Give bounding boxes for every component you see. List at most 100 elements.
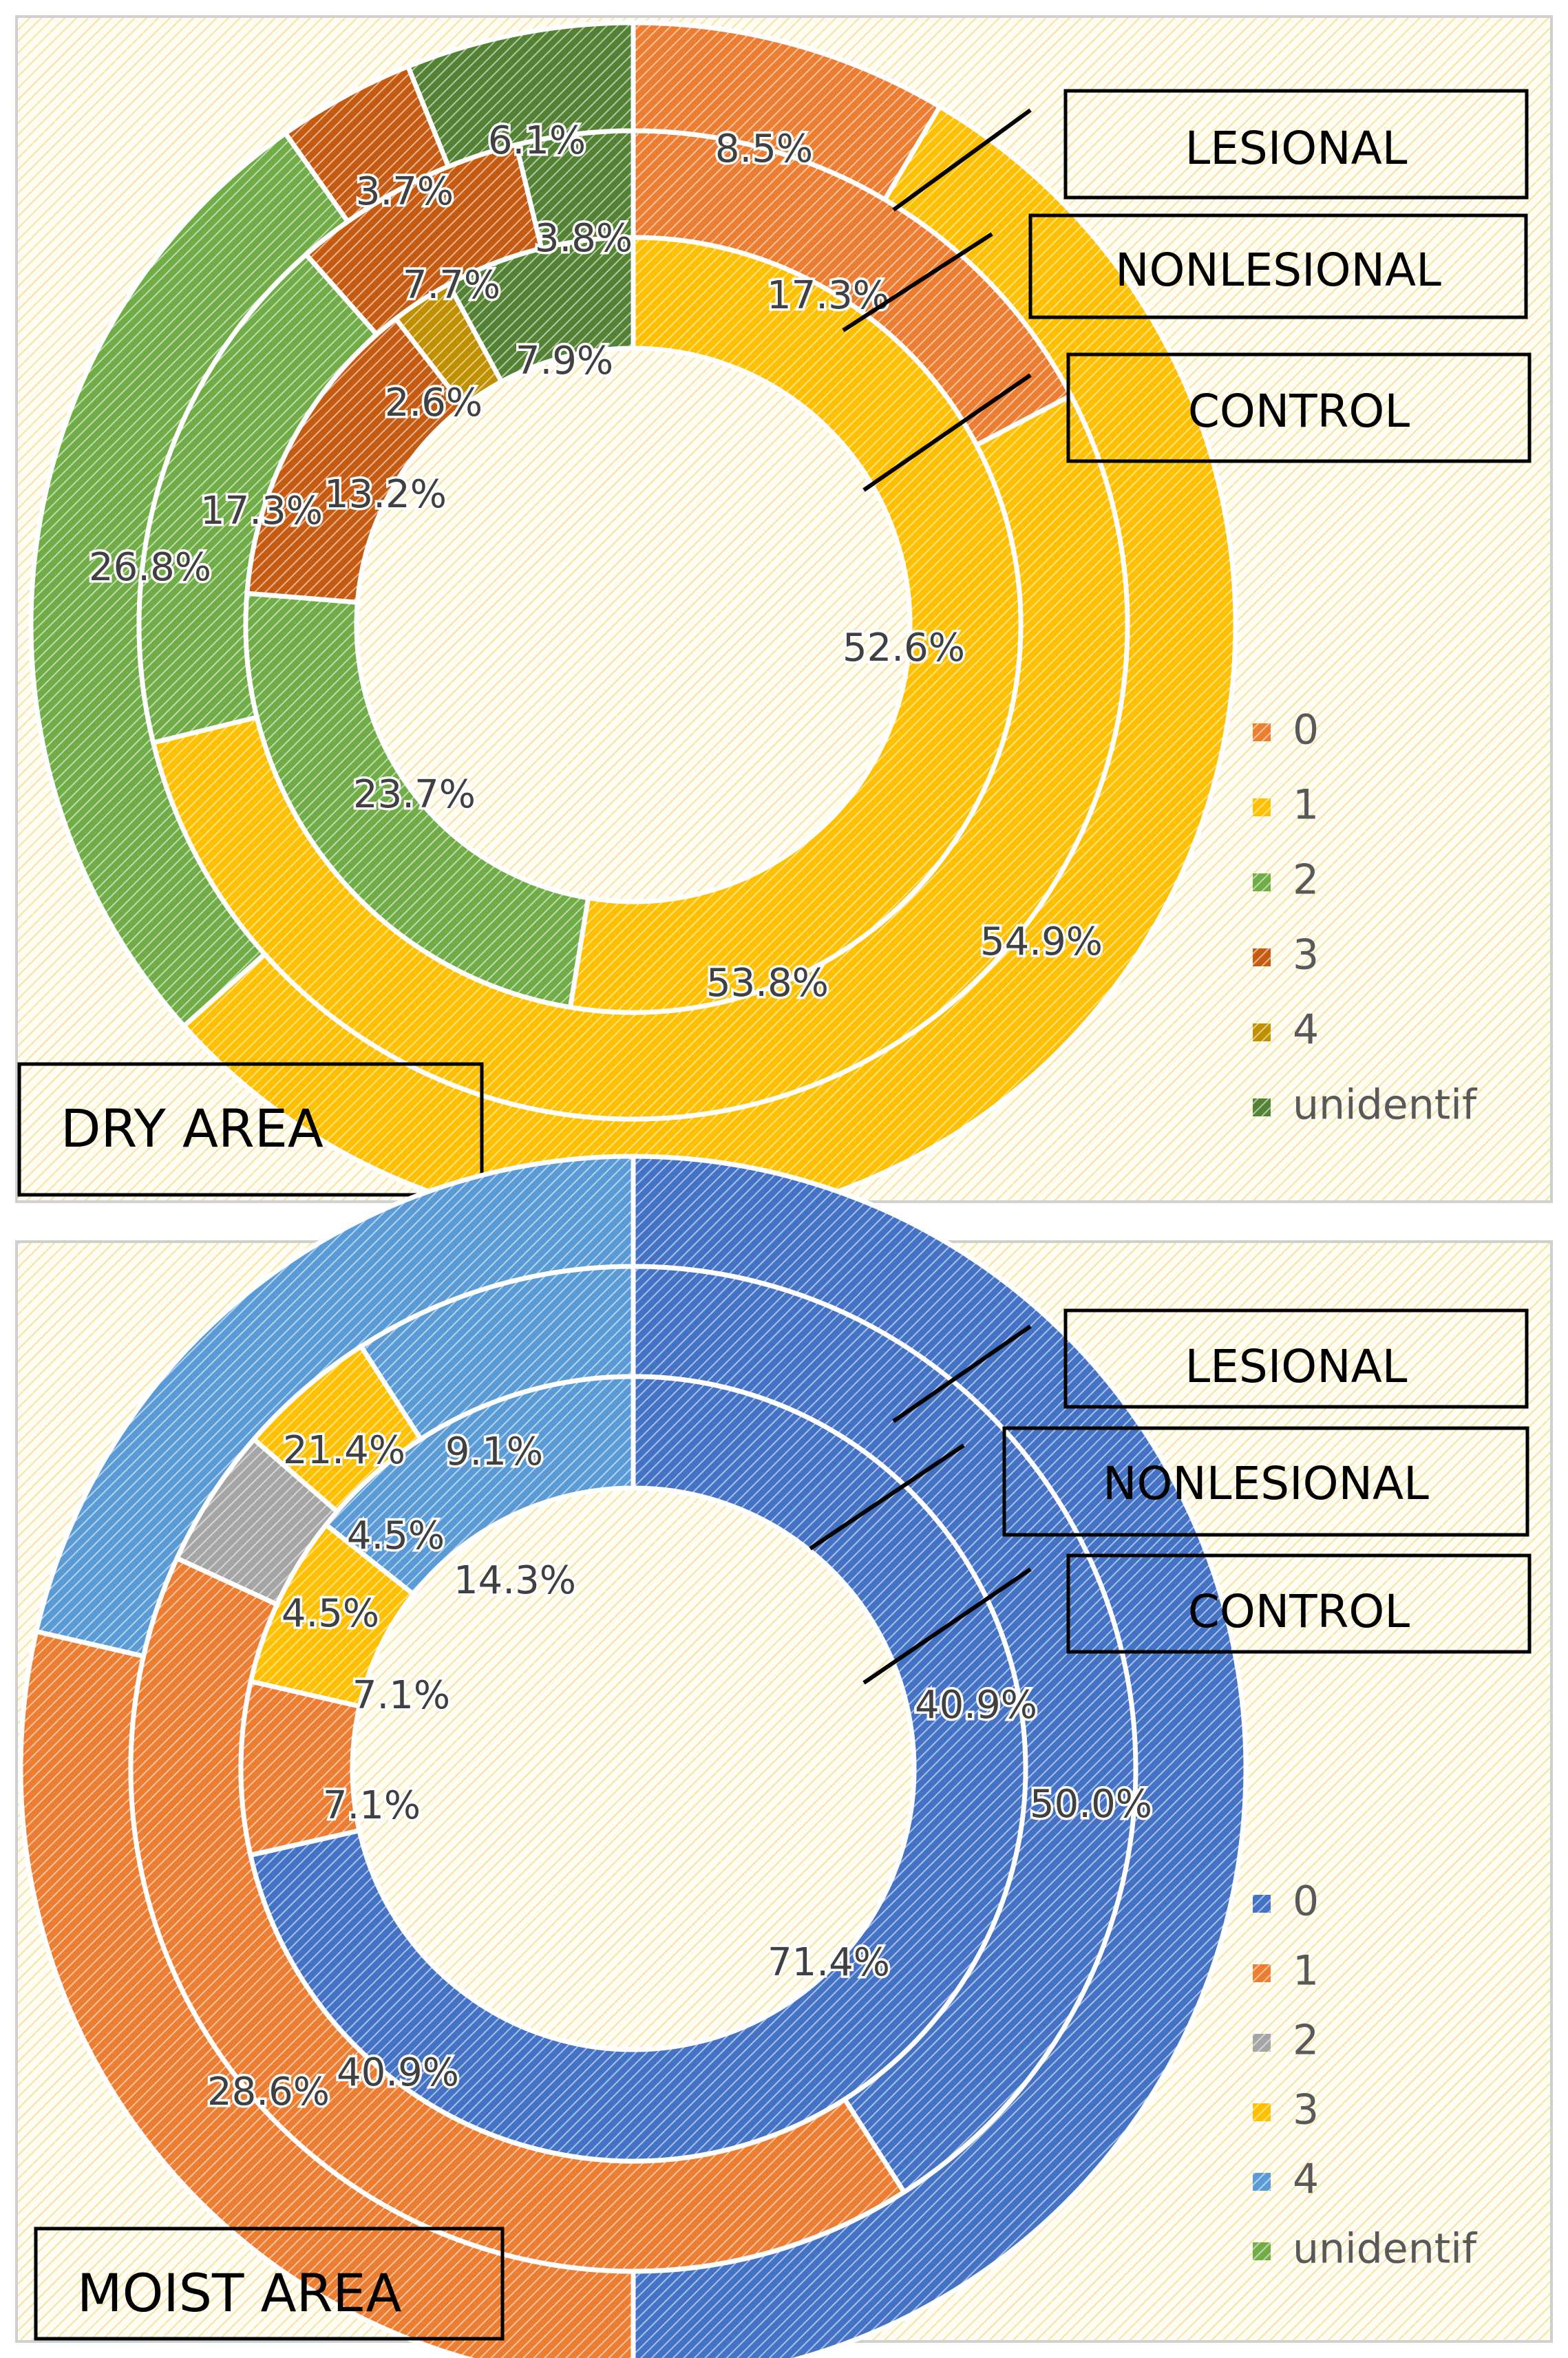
- data-label: 4.5%: [347, 1513, 445, 1558]
- ring-label-box: [1063, 89, 1529, 200]
- ring-label-box: [1063, 1308, 1529, 1409]
- data-label: 2.6%: [385, 381, 483, 425]
- leader-line-control: [862, 373, 1032, 492]
- leader-line-lesional: [892, 108, 1032, 212]
- ring-label-text: LESIONAL: [1185, 1340, 1407, 1393]
- data-label: 3.7%: [356, 169, 454, 214]
- legend-label: 1: [1293, 781, 1319, 829]
- data-label: 6.1%: [488, 118, 586, 163]
- legend-swatch: [1253, 873, 1271, 891]
- legend-label: 0: [1293, 1878, 1319, 1926]
- legend-swatch: [1253, 798, 1271, 816]
- dry-area-chart: 8.5% 54.9% 26.8% 3.7% 6.1% 17.3% 53.8% 17.3% 7.7…: [15, 15, 1553, 1230]
- data-label: 7.9%: [516, 339, 613, 383]
- ring-control: [243, 235, 1024, 1015]
- ring-label-text: LESIONAL: [1185, 122, 1407, 175]
- slice-control-1: [238, 1679, 362, 1858]
- legend-label: 1: [1293, 1947, 1319, 1995]
- data-label: 21.4%: [283, 1428, 405, 1473]
- ring-label-text: NONLESIONAL: [1103, 1457, 1429, 1510]
- data-label: 50.0%: [1030, 1782, 1152, 1827]
- legend-item: 2: [1253, 2017, 1319, 2065]
- ring-label-box: [1028, 213, 1528, 319]
- percentage-labels: 8.5% 54.9% 26.8% 3.7% 6.1% 17.3% 53.8% 17.3% 7.7…: [87, 116, 1105, 1008]
- chart-title: DRY AREA: [61, 1098, 324, 1159]
- data-label: 4.5%: [282, 1591, 379, 1636]
- legend-label: 2: [1293, 856, 1319, 904]
- data-label: 54.9%: [980, 920, 1103, 964]
- legend-item: 1: [1253, 781, 1319, 829]
- ring-label-box: [1066, 352, 1532, 463]
- legend-swatch: [1253, 1895, 1271, 1913]
- legend-item: unidentif: [1253, 2225, 1478, 2273]
- data-label: 9.1%: [445, 1430, 543, 1474]
- legend-label: 4: [1293, 1006, 1319, 1054]
- data-label: 17.3%: [767, 273, 889, 318]
- ring-label-box: [1066, 1553, 1532, 1654]
- legend-swatch: [1253, 1098, 1271, 1116]
- legend-label: unidentif: [1293, 1081, 1478, 1129]
- ring-label-lesional: LESIONAL: [1063, 89, 1529, 200]
- percentage-labels: 50.0%28.6%21.4%40.9%40.9%4.5%4.5%9.1%71.…: [205, 1426, 1155, 2117]
- chart-title-box: DRY AREA: [17, 1062, 484, 1197]
- data-label: 71.4%: [767, 1940, 890, 1985]
- legend-label: 2: [1293, 2017, 1319, 2065]
- ring-lesional: [28, 20, 1238, 1230]
- ring-label-text: CONTROL: [1188, 1585, 1410, 1638]
- data-label: 3.8%: [535, 216, 633, 261]
- slice-control-2: [243, 591, 591, 1010]
- data-label: 23.7%: [353, 772, 476, 817]
- legend-item: unidentif: [1253, 1081, 1478, 1129]
- data-label: 52.6%: [843, 626, 965, 670]
- doughnut-rings: [18, 1154, 1249, 2358]
- data-label: 7.7%: [403, 263, 500, 308]
- data-label: 7.1%: [323, 1783, 421, 1828]
- legend-swatch: [1253, 1964, 1271, 1982]
- ring-control: [238, 1374, 1028, 2164]
- legend-swatch: [1253, 2173, 1271, 2191]
- moist-area-chart: 50.0%28.6%21.4%40.9%40.9%4.5%4.5%9.1%71.…: [15, 1154, 1553, 2358]
- slice-control-unidentif: [446, 235, 636, 385]
- legend-label: 0: [1293, 706, 1319, 754]
- ring-label-box: [1002, 1426, 1529, 1537]
- legend-item: 3: [1253, 931, 1319, 979]
- legend-label: 3: [1293, 2086, 1319, 2134]
- legend-item: 0: [1253, 1878, 1319, 1926]
- ring-label-control: CONTROL: [1066, 352, 1532, 463]
- data-label: 40.9%: [337, 2050, 459, 2095]
- data-label: 8.5%: [715, 127, 813, 171]
- data-label: 53.8%: [706, 961, 829, 1006]
- doughnut-rings: [28, 20, 1238, 1230]
- slice-control-4: [324, 1374, 636, 1597]
- legend-swatch: [1253, 2034, 1271, 2052]
- title-box: [17, 1062, 484, 1197]
- legend-swatch: [1253, 2242, 1271, 2260]
- ring-label-text: CONTROL: [1188, 385, 1410, 438]
- data-label: 28.6%: [207, 2070, 330, 2114]
- ring-label-control: CONTROL: [1066, 1553, 1532, 1654]
- ring-label-nonlesional: NONLESIONAL: [1002, 1426, 1529, 1537]
- title-box: [34, 2227, 505, 2341]
- leader-line-control: [862, 1567, 1032, 1685]
- legend-item: 4: [1253, 2156, 1319, 2204]
- legend-swatch: [1253, 2103, 1271, 2121]
- legend-label: 4: [1293, 2156, 1319, 2204]
- legend-label: unidentif: [1293, 2225, 1478, 2273]
- leader-line-nonlesional: [809, 1443, 965, 1551]
- legend-item: 4: [1253, 1006, 1319, 1054]
- leader-line-lesional: [892, 1324, 1032, 1423]
- legend: 0 1 2 3 4 unidentif: [1253, 706, 1478, 1129]
- data-label: 13.2%: [324, 472, 447, 517]
- ring-label-text: NONLESIONAL: [1115, 244, 1441, 297]
- legend-item: 2: [1253, 856, 1319, 904]
- legend-item: 3: [1253, 2086, 1319, 2134]
- data-label: 40.9%: [915, 1683, 1037, 1728]
- slice-control-0: [248, 1374, 1028, 2164]
- chart-title: MOIST AREA: [77, 2262, 401, 2324]
- legend-swatch: [1253, 948, 1271, 966]
- ring-label-nonlesional: NONLESIONAL: [1028, 213, 1528, 319]
- legend: 0 1 2 3 4 unidentif: [1253, 1878, 1478, 2273]
- legend-swatch: [1253, 1023, 1271, 1041]
- legend-item: 1: [1253, 1947, 1319, 1995]
